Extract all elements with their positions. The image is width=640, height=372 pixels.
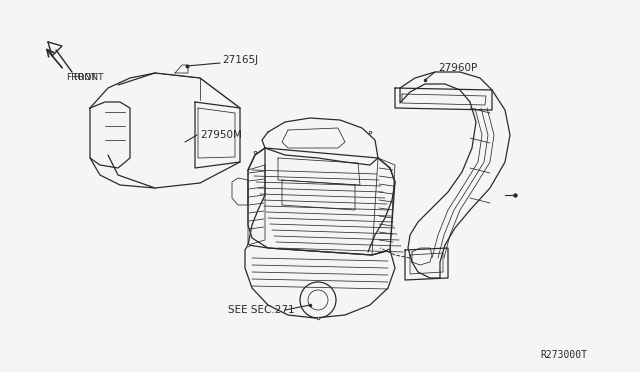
Text: 27950M: 27950M [200, 130, 242, 140]
Text: FRONT: FRONT [66, 74, 97, 83]
Text: SEE SEC.271: SEE SEC.271 [228, 305, 294, 315]
Text: R273000T: R273000T [540, 350, 587, 360]
Text: FRONT: FRONT [73, 74, 104, 83]
Text: 27960P: 27960P [438, 63, 477, 73]
Text: 27165J: 27165J [222, 55, 258, 65]
